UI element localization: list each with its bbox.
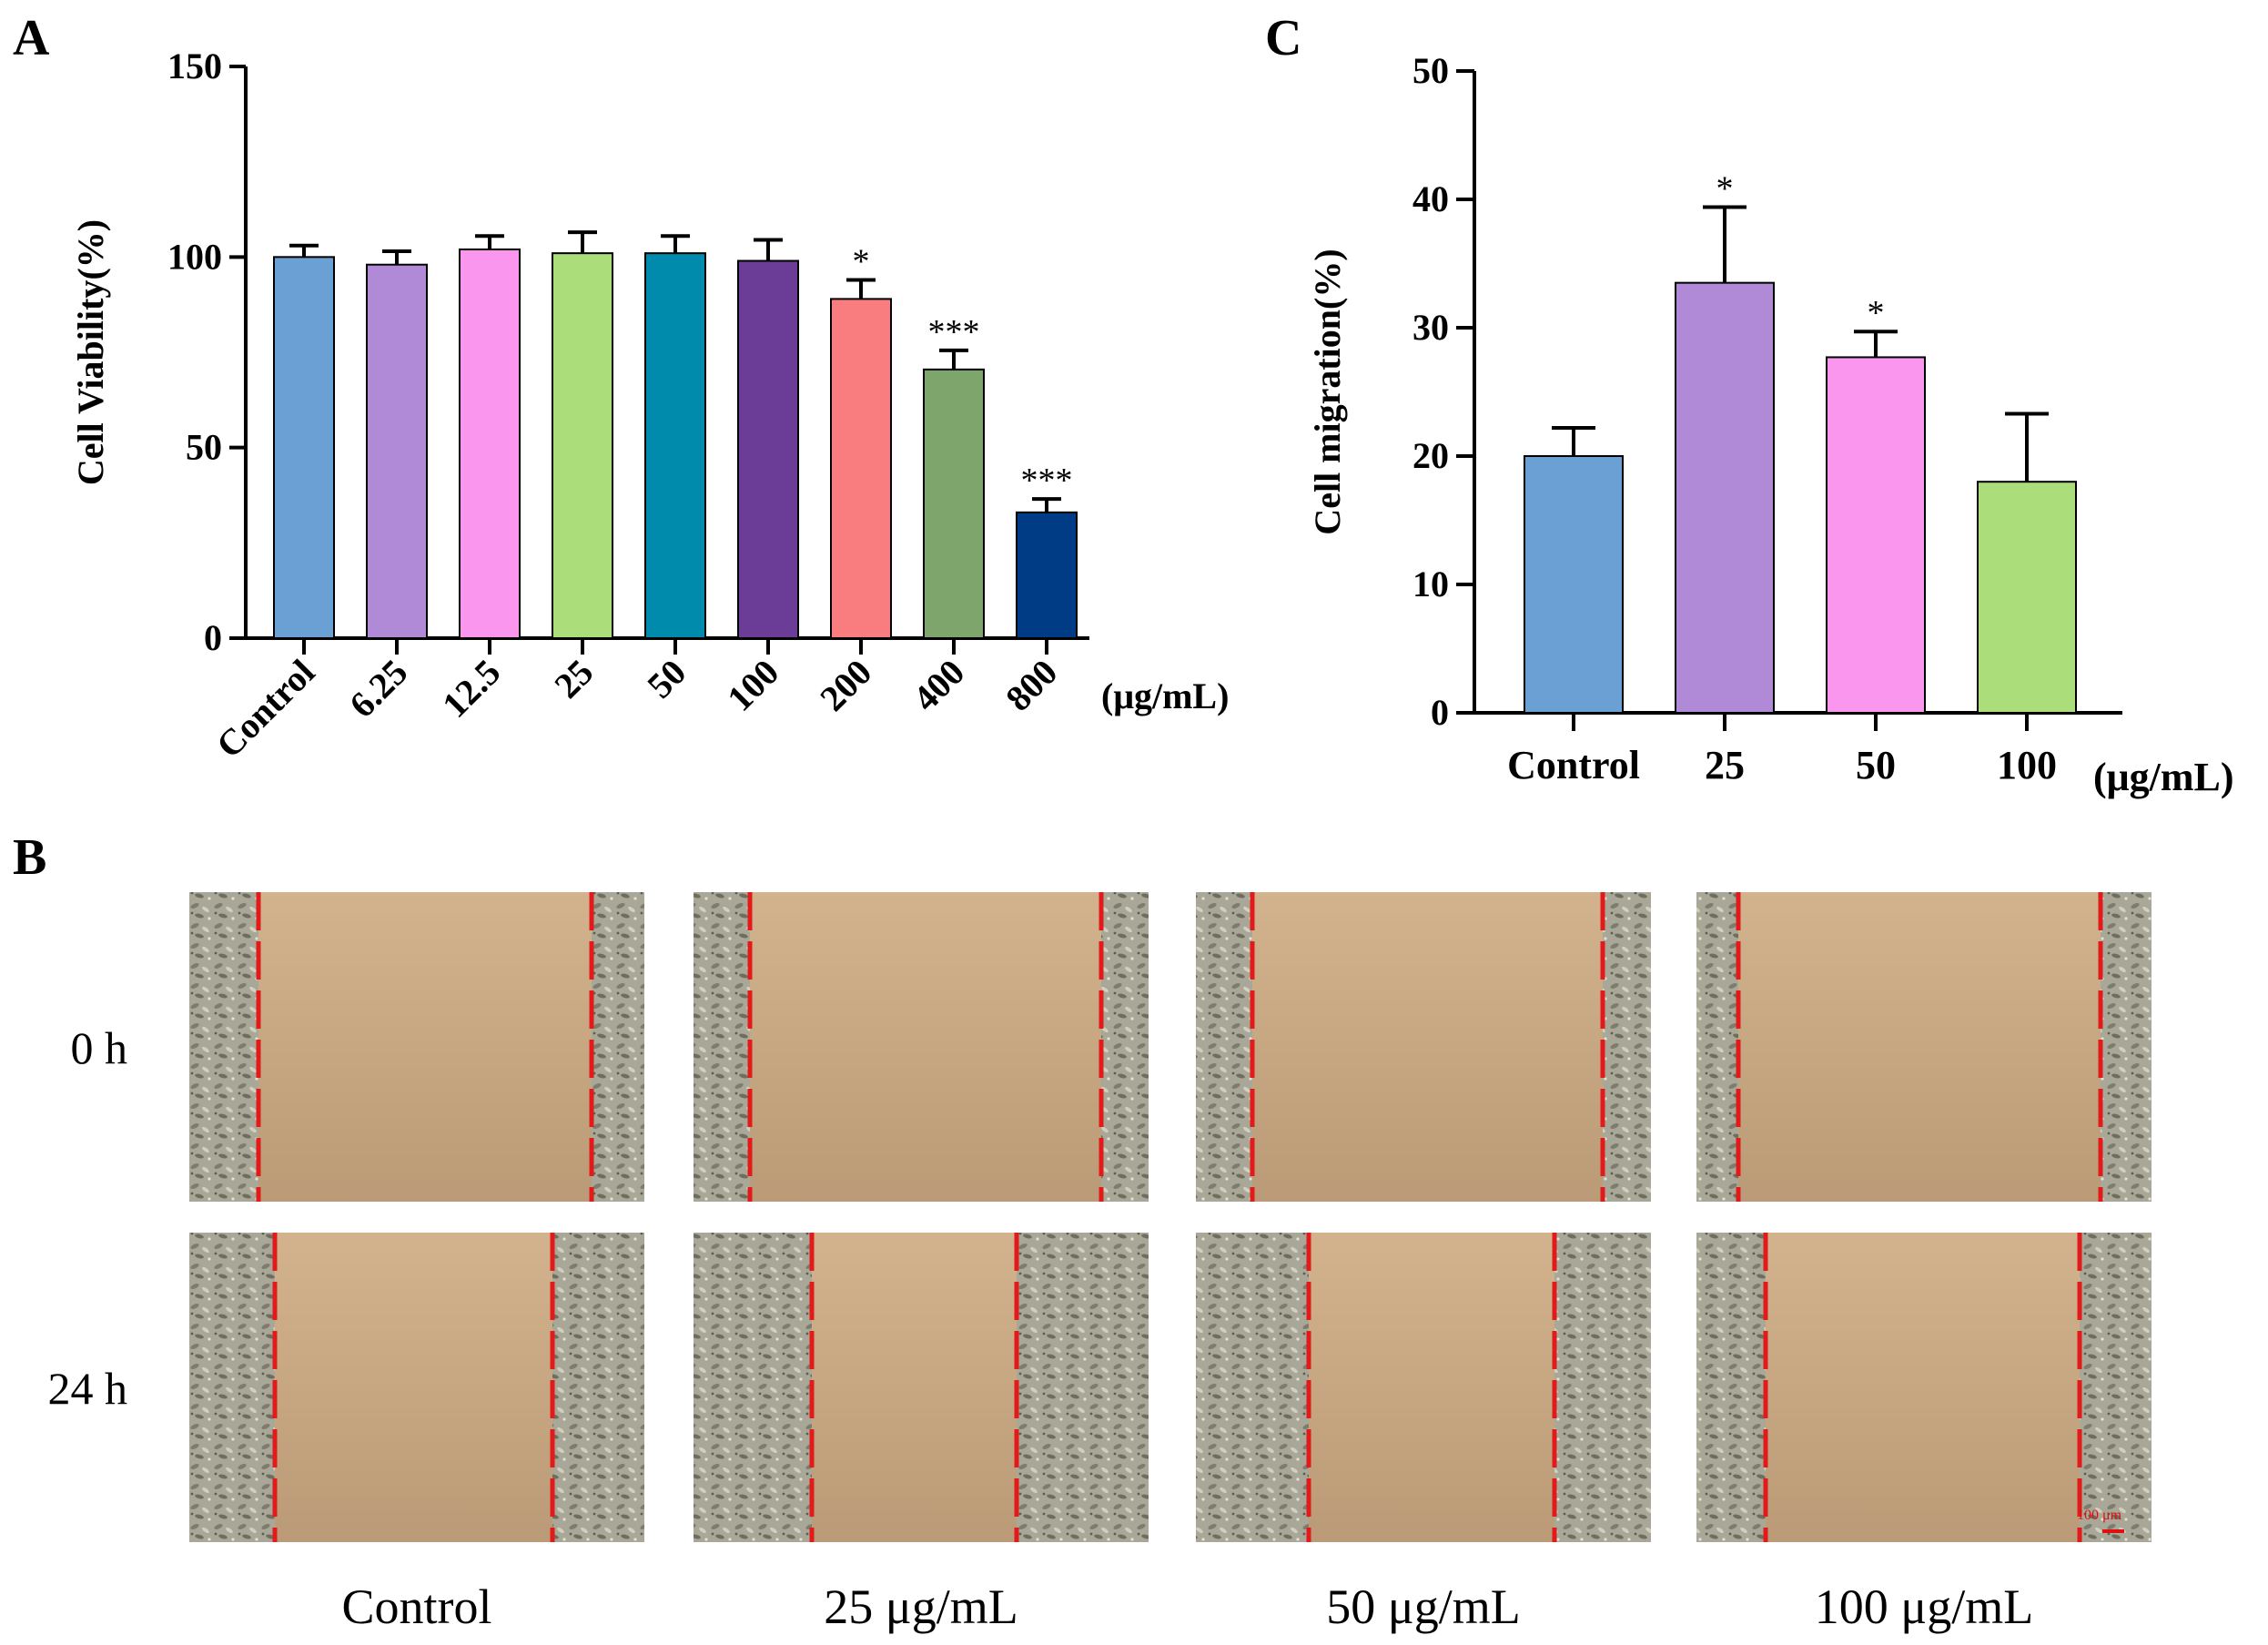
chart-c: 0 10 20 30 40 50 Cell migration(%) Control * 25 * 5… [1307,50,2233,799]
x-tick-label: 12.5 [434,652,508,726]
y-axis-label: Cell Viability(%) [70,219,111,485]
bar [1524,455,1624,714]
bar [459,248,521,639]
bar [644,252,706,639]
significance-marker: * [853,242,870,280]
x-tick-label: 50 [1856,743,1896,787]
column-label: 100 μg/mL [1815,1579,2033,1634]
y-tick-label: 20 [1412,435,1449,476]
panel-label-c: C [1265,10,1301,66]
x-tick-label: 100 [1997,743,2057,787]
wound-gap [1309,1233,1554,1542]
bar [923,368,985,639]
panel-label-b: B [13,829,46,886]
y-tick-label: 0 [204,617,222,658]
column-label: 25 μg/mL [824,1579,1018,1634]
bar [1016,511,1078,640]
x-tick-label: Control [1507,743,1640,787]
wound-gap [812,1233,1017,1542]
x-tick-label: 50 [639,652,694,706]
y-tick-label: 50 [1412,50,1449,91]
wound-gap [750,892,1101,1202]
bar [552,252,613,639]
y-tick-label: 50 [186,427,222,468]
significance-marker: *** [1021,462,1073,500]
wound-gap [1766,1233,2080,1542]
significance-marker: *** [928,313,980,351]
panel-label-a: A [13,10,50,66]
x-tick-label: 25 [546,652,601,706]
x-axis-unit: (μg/mL) [1101,675,1229,716]
x-tick-label: 200 [812,652,879,719]
y-tick-label: 10 [1412,564,1449,604]
x-tick-label: 6.25 [341,652,415,726]
bar [273,256,335,639]
bar [366,263,428,639]
x-tick-label: 400 [905,652,972,719]
row-label: 0 h [71,1022,128,1073]
significance-marker: * [1716,169,1734,208]
column-label: Control [341,1579,491,1634]
wound-gap [1738,892,2101,1202]
scale-bar-label: 100 μm [2077,1508,2122,1523]
x-tick-label: Control [208,652,323,767]
wound-gap [275,1233,552,1542]
chart-a: 0 50 100 150 Cell Viability(%) Control 6.25 12.… [70,46,1229,766]
y-tick-label: 30 [1412,307,1449,348]
x-tick-label: 800 [997,652,1065,719]
y-tick-label: 40 [1412,178,1449,219]
y-tick-label: 100 [167,236,222,277]
bar [1977,481,2077,715]
y-axis-label: Cell migration(%) [1307,249,1348,534]
x-tick-label: 25 [1705,743,1745,787]
bar [737,259,799,639]
bar [1675,281,1775,714]
y-tick-label: 0 [1431,692,1449,733]
column-label: 50 μg/mL [1326,1579,1520,1634]
micrograph-grid: 0 h 24 h Control 25 μg/mL 50 μg/mL 100 μg/mL 1… [48,892,2152,1634]
x-axis-unit: (μg/mL) [2093,755,2233,799]
significance-marker: * [1868,294,1885,332]
x-tick-label: 100 [719,652,786,719]
bar [1826,356,1926,714]
row-label: 24 h [48,1363,128,1414]
wound-gap [1252,892,1603,1202]
wound-gap [258,892,592,1202]
bar [830,298,892,639]
y-tick-label: 150 [167,46,222,86]
